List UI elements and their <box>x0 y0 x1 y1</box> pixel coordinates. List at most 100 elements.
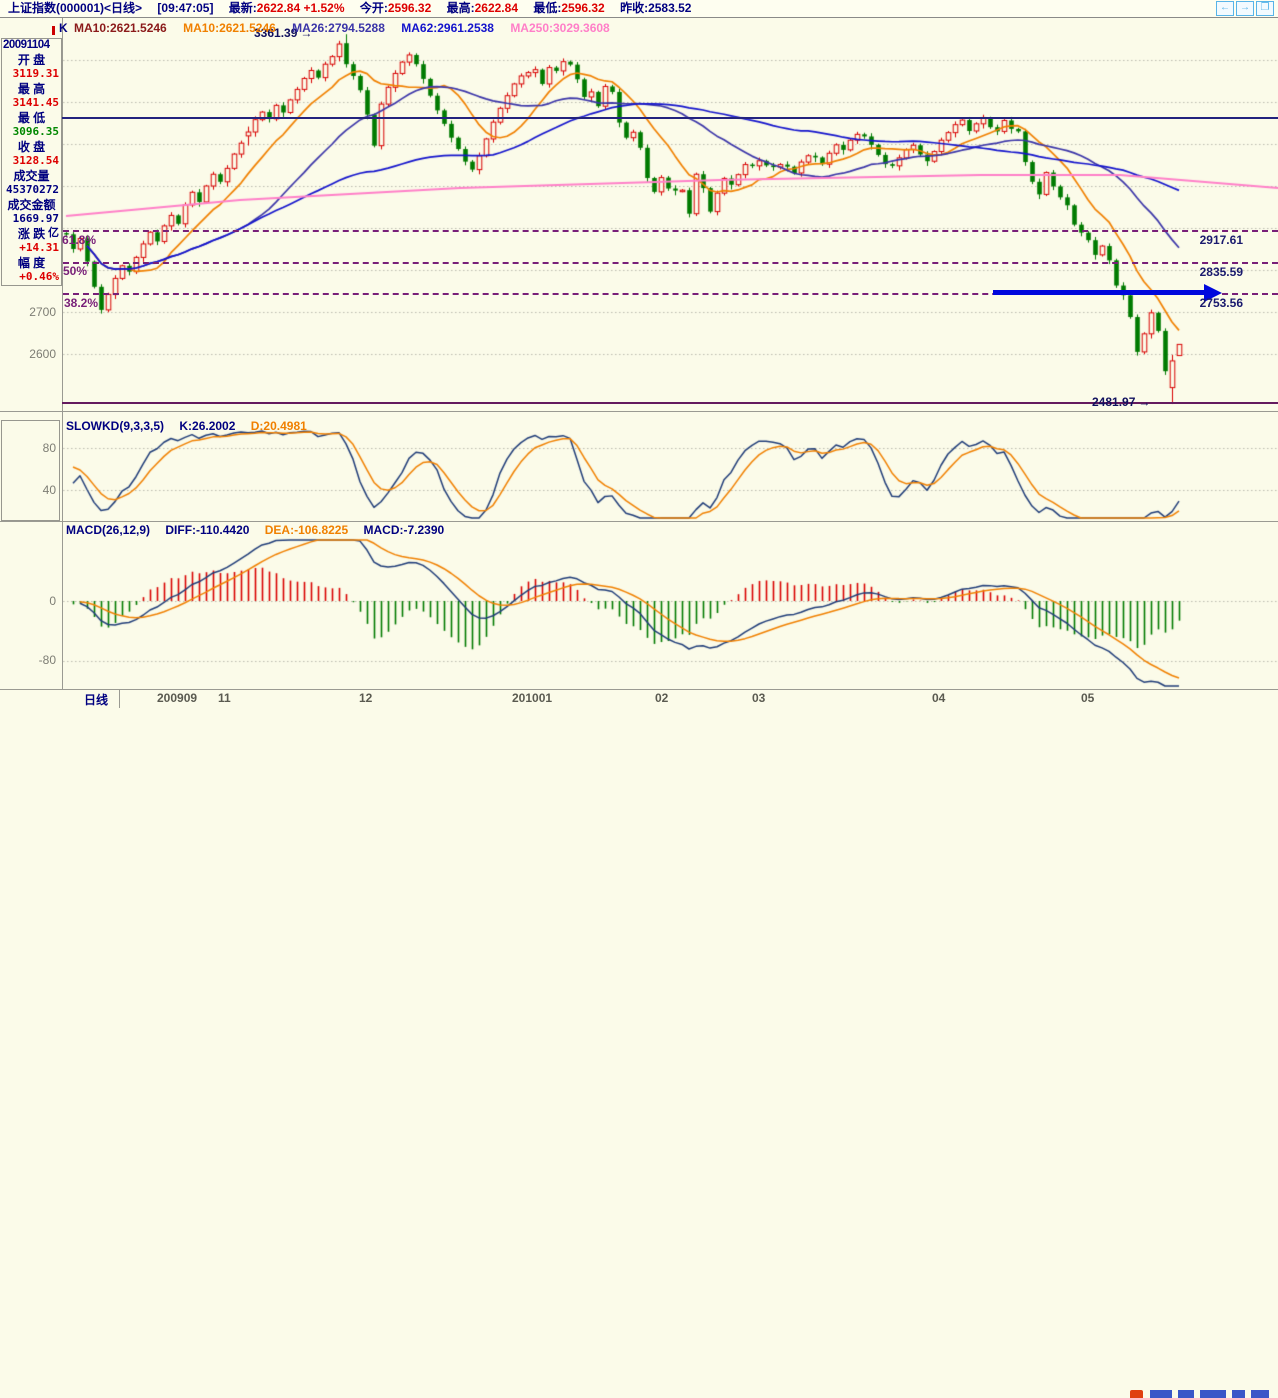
logo-fragment <box>1251 1390 1269 1398</box>
indicator-side-box <box>1 420 60 521</box>
amount-value: 1669.97亿 <box>12 212 59 239</box>
low-price-label: 最低: <box>533 1 562 15</box>
x-axis-month-label: 200909 <box>157 691 198 705</box>
fib-line-618 <box>63 230 1278 232</box>
fib-line-382 <box>63 293 1278 295</box>
low-price-text: 2481.97 <box>1092 394 1136 409</box>
ma-value-label: MA250:3029.3608 <box>510 21 610 35</box>
fib-label-50: 50% <box>63 264 88 278</box>
period-label: 日线 <box>84 693 109 707</box>
macd-dea-value: DEA:-106.8225 <box>264 523 349 537</box>
ma-value-label: MA10:2621.5246 <box>183 21 276 35</box>
macd-legend-row: MACD(26,12,9) DIFF:-110.4420 DEA:-106.82… <box>66 523 456 537</box>
change-label: 涨 跌 <box>17 227 46 241</box>
logo-fragment <box>1178 1390 1194 1398</box>
last-price-value: 2622.84 +1.52% <box>256 1 345 15</box>
last-price-label: 最新: <box>228 1 257 15</box>
logo-fragment <box>1200 1390 1226 1398</box>
chart-canvas <box>0 0 1278 708</box>
pane-separator <box>0 689 1278 690</box>
open-price-value: 2596.32 <box>387 1 432 15</box>
x-axis-month-label: 03 <box>752 691 766 705</box>
window-restore-button[interactable]: ❐ <box>1256 1 1274 16</box>
logo-fragment <box>1130 1390 1143 1398</box>
kd-k-value: K:26.2002 <box>179 419 236 433</box>
kd-legend-row: SLOWKD(9,3,3,5) K:26.2002 D:20.4981 <box>66 419 319 433</box>
forward-arrow-button[interactable]: → <box>1236 1 1254 16</box>
open-value: 3119.31 <box>12 67 59 80</box>
ma-legend-row: K MA10:2621.5246 MA10:2621.5246 MA26:279… <box>0 21 1278 36</box>
macd-value: MACD:-7.2390 <box>363 523 445 537</box>
volume-label: 成交量 <box>13 169 50 183</box>
percent-label: 幅 度 <box>17 256 46 270</box>
nav-buttons: ← → ❐ <box>1216 1 1274 16</box>
macd-diff-value: DIFF:-110.4420 <box>165 523 250 537</box>
x-axis-month-label: 12 <box>359 691 373 705</box>
y-axis-line <box>62 18 63 689</box>
fib-label-382: 38.2% <box>64 296 99 310</box>
ohlc-info-panel: 20091104 开 盘 3119.31 最 高 3141.45 最 低 309… <box>1 38 62 286</box>
prev-close-label: 昨收: <box>620 1 649 15</box>
kd-tick-label: 80 <box>42 441 56 455</box>
logo-fragment <box>1232 1390 1245 1398</box>
right-arrow-icon: → <box>1138 394 1151 409</box>
close-label: 收 盘 <box>17 140 46 154</box>
kd-d-value: D:20.4981 <box>250 419 307 433</box>
x-axis-month-label: 05 <box>1081 691 1095 705</box>
open-label: 开 盘 <box>17 53 46 67</box>
change-value: +14.31 <box>19 241 59 254</box>
peak-price-text: 3361.39 <box>254 26 298 41</box>
pane-separator <box>0 411 1278 412</box>
volume-value: 45370272 <box>6 183 59 196</box>
x-axis: 日线 200909 11 12 201001 02 03 04 05 <box>0 690 1278 1398</box>
macd-title: MACD(26,12,9) <box>66 523 151 537</box>
x-axis-month-label: 04 <box>932 691 946 705</box>
fib-price-label: 2917.61 <box>1199 233 1243 247</box>
pane-separator <box>0 521 1278 522</box>
macd-tick-label: 0 <box>49 594 56 608</box>
price-tick-label: 2700 <box>29 305 56 319</box>
instrument-title: 上证指数(000001)<日线> <box>8 1 143 15</box>
high-price-label: 最高: <box>446 1 475 15</box>
low-support-line <box>62 402 1278 404</box>
ma-values: MA10:2621.5246 MA10:2621.5246 MA26:2794.… <box>74 21 623 35</box>
low-label: 最 低 <box>17 111 46 125</box>
quote-time: [09:47:05] <box>157 1 214 15</box>
fib-label-618: 61.8% <box>62 233 97 247</box>
price-tick-label: 2600 <box>29 347 56 361</box>
low-price-annotation: 2481.97 → <box>1092 395 1150 409</box>
high-label: 最 高 <box>17 82 46 96</box>
watermark-logo <box>1128 1387 1278 1398</box>
ma-value-label: MA62:2961.2538 <box>401 21 494 35</box>
top-quote-bar: 上证指数(000001)<日线> [09:47:05] 最新:2622.84 +… <box>0 0 1278 18</box>
red-tick-icon <box>52 26 55 35</box>
horizontal-trendline <box>62 117 1278 119</box>
x-axis-month-label: 11 <box>218 691 231 705</box>
x-axis-month-label: 02 <box>655 691 669 705</box>
x-axis-month-label: 201001 <box>512 691 553 705</box>
high-value: 3141.45 <box>12 96 59 109</box>
close-value: 3128.54 <box>12 154 59 167</box>
ma-value-label: MA10:2621.5246 <box>74 21 167 35</box>
fib-price-label: 2753.56 <box>1199 296 1243 310</box>
fib-line-50 <box>63 262 1278 264</box>
ma-value-label: MA26:2794.5288 <box>292 21 385 35</box>
prev-close-value: 2583.52 <box>648 1 692 15</box>
cursor-date: 20091104 <box>3 39 50 51</box>
peak-price-annotation: 3361.39 → <box>254 26 312 40</box>
percent-value: +0.46% <box>19 270 59 283</box>
blue-arrow-annotation <box>993 290 1204 295</box>
low-value: 3096.35 <box>12 125 59 138</box>
back-arrow-button[interactable]: ← <box>1216 1 1234 16</box>
low-price-value: 2596.32 <box>561 1 605 15</box>
kd-title: SLOWKD(9,3,3,5) <box>66 419 165 433</box>
open-price-label: 今开: <box>359 1 388 15</box>
logo-fragment <box>1150 1390 1172 1398</box>
axis-tick <box>119 690 120 708</box>
kline-indicator-label: K <box>59 21 68 35</box>
macd-tick-label: -80 <box>38 653 56 667</box>
blue-arrow-head-icon <box>1204 284 1222 302</box>
amount-label: 成交金额 <box>7 198 56 212</box>
right-arrow-icon: → <box>300 26 313 41</box>
